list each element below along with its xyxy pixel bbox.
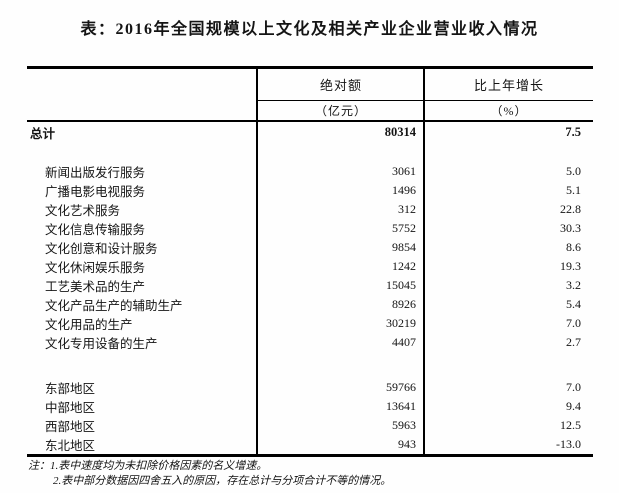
column-header-absolute-amount: 绝对额 xyxy=(319,78,362,93)
statistics-table: 绝对额 比上年增长 （亿元） （%） 总计 80314 7.5 新闻出版发行服务… xyxy=(27,66,593,457)
column-header-growth: 比上年增长 xyxy=(473,78,544,93)
row-value: 312 xyxy=(398,202,416,216)
row-growth: 3.2 xyxy=(566,278,581,292)
table-row: 新闻出版发行服务 3061 5.0 xyxy=(27,162,593,181)
row-label: 文化艺术服务 xyxy=(45,204,121,218)
row-label: 文化创意和设计服务 xyxy=(45,242,158,256)
row-value: 9854 xyxy=(392,240,416,254)
table-row: 工艺美术品的生产 15045 3.2 xyxy=(27,276,593,295)
row-label: 西部地区 xyxy=(45,420,96,434)
table-row: 广播电影电视服务 1496 5.1 xyxy=(27,181,593,200)
table-row: 总计 80314 7.5 xyxy=(27,122,593,142)
header-divider-line xyxy=(257,100,593,101)
row-growth: 5.1 xyxy=(566,183,581,197)
header-bottom-rule xyxy=(27,120,593,122)
row-label: 工艺美术品的生产 xyxy=(45,280,146,294)
column-unit-yi-yuan: （亿元） xyxy=(314,103,367,118)
table-row: 文化创意和设计服务 9854 8.6 xyxy=(27,238,593,257)
row-growth: 7.5 xyxy=(565,124,581,139)
row-value: 30219 xyxy=(386,316,416,330)
row-value: 8926 xyxy=(392,297,416,311)
row-value: 4407 xyxy=(392,335,416,349)
row-label: 文化用品的生产 xyxy=(45,318,133,332)
footnotes: 注：1.表中速度均为未扣除价格因素的名义增速。 2.表中部分数据因四舍五入的原因… xyxy=(28,459,391,489)
row-label: 广播电影电视服务 xyxy=(45,185,146,199)
table-row: 文化艺术服务 312 22.8 xyxy=(27,200,593,219)
table-row: 东北地区 943 -13.0 xyxy=(27,435,593,454)
row-growth: 22.8 xyxy=(560,202,581,216)
row-value: 943 xyxy=(398,437,416,451)
row-value: 80314 xyxy=(384,124,416,139)
column-unit-percent: （%） xyxy=(490,103,528,118)
row-value: 1242 xyxy=(392,259,416,273)
table-row-spacer xyxy=(27,142,593,162)
table-row: 西部地区 5963 12.5 xyxy=(27,416,593,435)
column-divider-1 xyxy=(256,69,258,454)
table-row: 文化专用设备的生产 4407 2.7 xyxy=(27,333,593,352)
row-label: 新闻出版发行服务 xyxy=(45,166,146,180)
row-growth: 5.0 xyxy=(566,164,581,178)
row-growth: 7.0 xyxy=(566,380,581,394)
row-label: 中部地区 xyxy=(45,401,96,415)
column-divider-2 xyxy=(423,69,425,454)
table-row: 文化信息传输服务 5752 30.3 xyxy=(27,219,593,238)
table-row: 文化产品生产的辅助生产 8926 5.4 xyxy=(27,295,593,314)
row-value: 13641 xyxy=(386,399,416,413)
row-growth: 19.3 xyxy=(560,259,581,273)
row-growth: 9.4 xyxy=(566,399,581,413)
row-growth: 8.6 xyxy=(566,240,581,254)
row-growth: 5.4 xyxy=(566,297,581,311)
row-value: 3061 xyxy=(392,164,416,178)
row-value: 1496 xyxy=(392,183,416,197)
table-row: 东部地区 59766 7.0 xyxy=(27,378,593,397)
row-label: 文化信息传输服务 xyxy=(45,223,146,237)
row-label: 总计 xyxy=(30,126,56,141)
row-growth: 7.0 xyxy=(566,316,581,330)
row-value: 5963 xyxy=(392,418,416,432)
table-body: 总计 80314 7.5 新闻出版发行服务 3061 5.0 广播电影电视服务 … xyxy=(27,122,593,454)
row-growth: -13.0 xyxy=(556,437,581,451)
row-growth: 12.5 xyxy=(560,418,581,432)
table-row: 文化休闲娱乐服务 1242 19.3 xyxy=(27,257,593,276)
row-value: 59766 xyxy=(386,380,416,394)
table-row: 文化用品的生产 30219 7.0 xyxy=(27,314,593,333)
table-row-spacer xyxy=(27,352,593,378)
row-value: 15045 xyxy=(386,278,416,292)
row-label: 文化产品生产的辅助生产 xyxy=(45,299,183,313)
page-title: 表：2016年全国规模以上文化及相关产业企业营业收入情况 xyxy=(80,21,539,38)
row-label: 东北地区 xyxy=(45,439,96,453)
footnote-2: 2.表中部分数据因四舍五入的原因，存在总计与分项合计不等的情况。 xyxy=(53,475,392,487)
row-label: 文化休闲娱乐服务 xyxy=(45,261,146,275)
row-growth: 2.7 xyxy=(566,335,581,349)
table-row: 中部地区 13641 9.4 xyxy=(27,397,593,416)
row-growth: 30.3 xyxy=(560,221,581,235)
footnote-1: 注：1.表中速度均为未扣除价格因素的名义增速。 xyxy=(28,460,268,472)
row-label: 文化专用设备的生产 xyxy=(45,337,158,351)
row-value: 5752 xyxy=(392,221,416,235)
row-label: 东部地区 xyxy=(45,382,96,396)
